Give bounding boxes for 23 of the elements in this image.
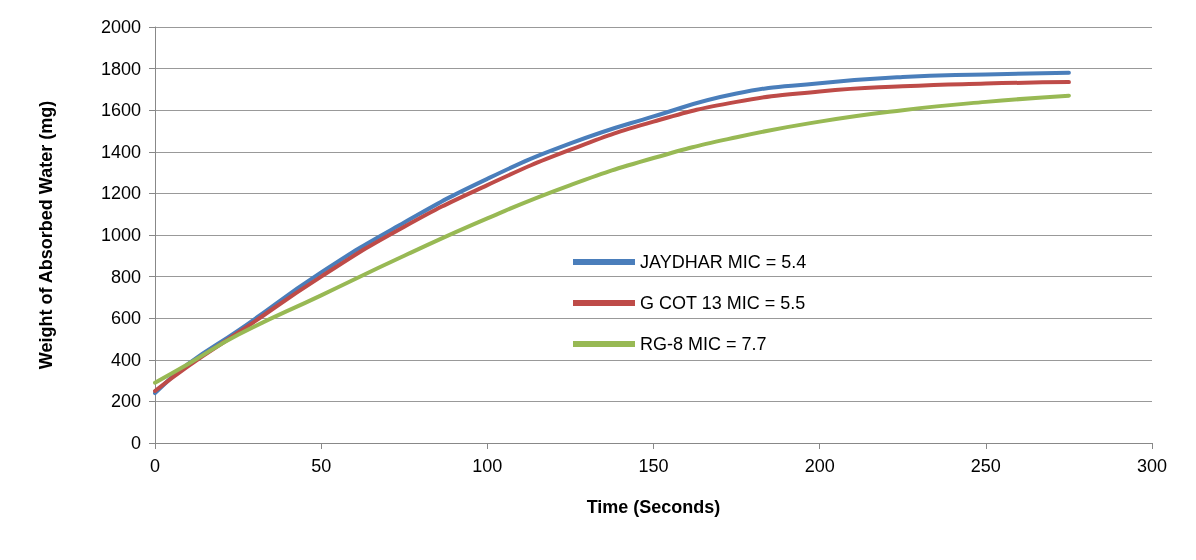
x-tick-label: 300	[1136, 456, 1168, 476]
legend-label: RG-8 MIC = 7.7	[640, 334, 767, 354]
x-tick-label: 150	[638, 456, 669, 476]
y-axis-title: Weight of Absorbed Water (mg)	[36, 100, 56, 370]
x-tick-label: 200	[804, 456, 835, 476]
y-tick-label: 800	[110, 266, 141, 287]
x-tick-label: 50	[311, 456, 332, 476]
y-tick-label: 1800	[100, 58, 141, 79]
y-tick-label: 400	[110, 349, 141, 370]
y-tick-label: 1400	[100, 141, 141, 162]
y-tick-label: 200	[110, 391, 141, 412]
y-tick-label: 0	[130, 433, 141, 453]
y-tick-label: 2000	[100, 17, 141, 37]
x-tick-label: 100	[472, 456, 503, 476]
x-axis-title: Time (Seconds)	[586, 497, 721, 517]
y-tick-label: 1000	[100, 225, 141, 245]
y-tick-label: 600	[110, 308, 141, 329]
y-tick-label: 1600	[100, 100, 141, 121]
x-tick-label: 250	[970, 456, 1001, 476]
x-tick-label: 0	[149, 456, 161, 476]
legend-label: JAYDHAR MIC = 5.4	[640, 252, 807, 272]
y-tick-label: 1200	[100, 183, 141, 204]
legend-label: G COT 13 MIC = 5.5	[640, 293, 806, 313]
